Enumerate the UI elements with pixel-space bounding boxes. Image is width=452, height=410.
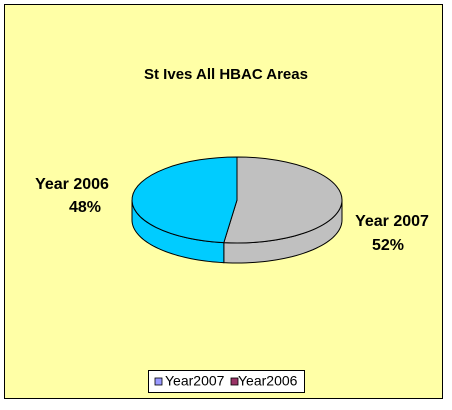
legend-box [148, 370, 305, 393]
slice-label: Year 2006 [35, 176, 109, 193]
legend-label: Year2006 [238, 373, 298, 389]
legend-label: Year2007 [165, 373, 225, 389]
pie-slice [131, 156, 238, 244]
slice-value-label: 52% [372, 237, 404, 254]
legend-marker [154, 377, 163, 386]
pie-slice [223, 156, 343, 244]
pie [131, 156, 343, 264]
legend-marker [230, 377, 239, 386]
legend: Year2007 Year2006 [154, 373, 298, 389]
slice-label: Year 2007 [355, 213, 429, 230]
slice-value-label: 48% [69, 199, 101, 216]
chart-title: St Ives All HBAC Areas [144, 66, 308, 83]
